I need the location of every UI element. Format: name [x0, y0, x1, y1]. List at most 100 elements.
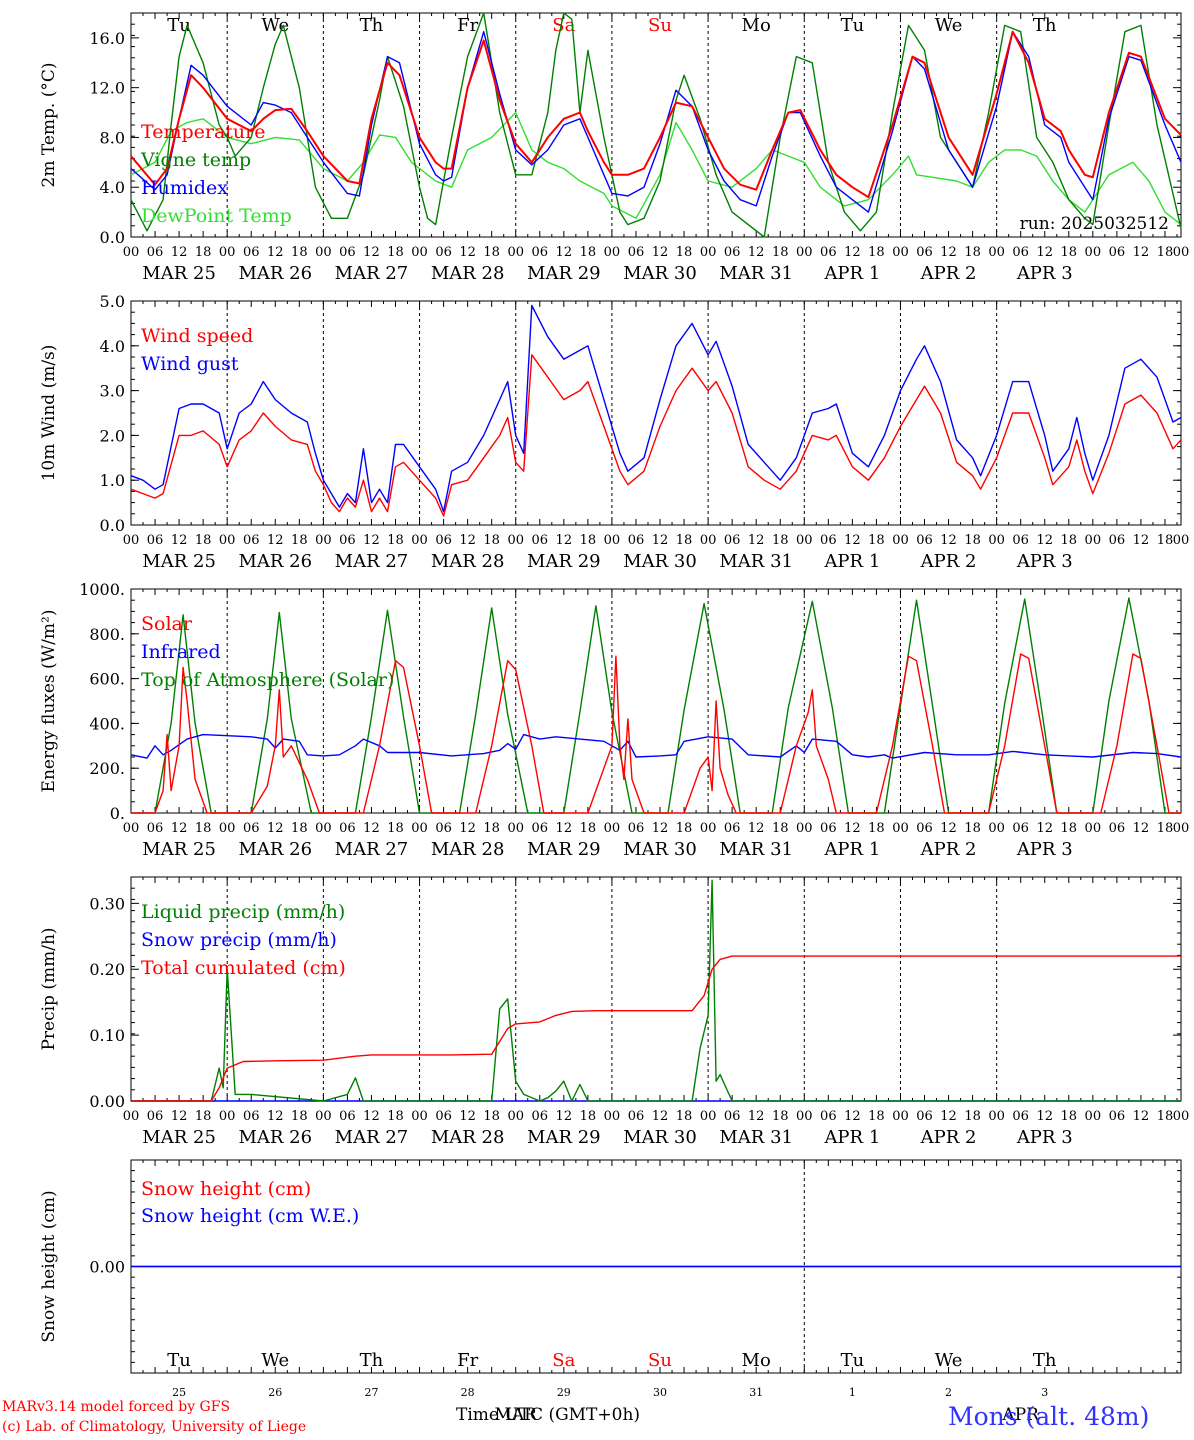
date-label: MAR 27 — [335, 551, 409, 572]
x-hour-label: 12 — [1133, 821, 1150, 836]
x-hour-label: 06 — [147, 245, 164, 260]
x-hour-label: 00 — [892, 533, 909, 548]
x-hour-label: 00 — [700, 821, 717, 836]
legend-entry: Top of Atmosphere (Solar) — [141, 669, 394, 691]
date-label: APR 3 — [1016, 551, 1073, 572]
x-hour-label: 00 — [892, 245, 909, 260]
day-name-label: Sa — [552, 1350, 575, 1371]
month-label: MAR — [494, 1405, 538, 1425]
legend-entry: Snow height (cm W.E.) — [141, 1205, 359, 1227]
x-hour-label: 12 — [844, 1109, 861, 1124]
legend-entry: Solar — [141, 613, 193, 635]
y-tick-label: 600. — [89, 670, 125, 689]
x-hour-label: 18 — [772, 533, 789, 548]
x-hour-label: 12 — [363, 1109, 380, 1124]
x-hour-label: 00 — [1085, 533, 1102, 548]
x-hour-label: 06 — [724, 821, 741, 836]
y-tick-label: 4.0 — [100, 178, 125, 197]
day-name-label: Tu — [841, 1350, 865, 1371]
x-hour-label: 00 — [988, 821, 1005, 836]
x-hour-label: 12 — [363, 821, 380, 836]
x-hour-label: 00 — [219, 533, 236, 548]
x-hour-label: 12 — [171, 1109, 188, 1124]
x-hour-label: 12 — [652, 533, 669, 548]
x-hour-label: 12 — [844, 821, 861, 836]
x-hour-label: 18 — [676, 821, 693, 836]
x-hour-label: 18 — [580, 245, 597, 260]
day-name-label: Tu — [167, 1350, 191, 1371]
x-hour-label: 12 — [844, 533, 861, 548]
y-tick-label: 0.30 — [89, 894, 125, 913]
x-hour-label: 12 — [363, 245, 380, 260]
x-hour-label: 00 — [604, 1109, 621, 1124]
x-hour-label: 06 — [435, 1109, 452, 1124]
x-hour-label: 00 — [796, 245, 813, 260]
day-name-label: Th — [1033, 15, 1057, 36]
y-tick-label: 1000. — [79, 580, 125, 599]
x-hour-label: 00 — [700, 533, 717, 548]
x-hour-label: 12 — [556, 245, 573, 260]
x-hour-label: 00 — [507, 533, 524, 548]
x-hour-label: 00 — [315, 245, 332, 260]
x-hour-label: 12 — [940, 245, 957, 260]
x-hour-label: 00 — [700, 245, 717, 260]
date-label: APR 2 — [920, 839, 977, 860]
day-number-label: 3 — [1041, 1386, 1048, 1399]
legend-entry: Snow precip (mm/h) — [141, 929, 337, 951]
y-axis-label: Energy fluxes (W/m²) — [39, 610, 59, 793]
y-tick-label: 0.00 — [89, 1092, 125, 1111]
x-hour-label: 18 — [387, 533, 404, 548]
x-hour-label: 12 — [267, 1109, 284, 1124]
x-hour-label: 00 — [411, 821, 428, 836]
day-name-label: Tu — [841, 15, 865, 36]
date-label: MAR 25 — [142, 839, 216, 860]
x-hour-label: 18 — [483, 245, 500, 260]
date-label: APR 3 — [1016, 839, 1073, 860]
x-hour-label: 12 — [267, 533, 284, 548]
x-hour-label: 18 — [1157, 1109, 1174, 1124]
x-hour-label: 00 — [411, 245, 428, 260]
y-tick-label: 16.0 — [89, 29, 125, 48]
x-hour-label: 18 — [483, 821, 500, 836]
x-hour-label: 06 — [532, 1109, 549, 1124]
x-hour-label: 00 — [123, 1109, 140, 1124]
x-hour-label: 06 — [724, 1109, 741, 1124]
date-label: MAR 27 — [335, 1127, 409, 1148]
day-name-label: Th — [360, 1350, 384, 1371]
x-hour-label: 18 — [1061, 1109, 1078, 1124]
x-hour-label: 12 — [652, 245, 669, 260]
x-hour-label: 12 — [459, 1109, 476, 1124]
x-hour-label: 06 — [147, 533, 164, 548]
x-hour-label: 12 — [1036, 821, 1053, 836]
x-hour-label: 00 — [1173, 245, 1190, 260]
x-hour-label: 00 — [219, 821, 236, 836]
x-hour-label: 18 — [772, 1109, 789, 1124]
x-hour-label: 18 — [291, 1109, 308, 1124]
y-tick-label: 5.0 — [100, 292, 125, 311]
y-axis-label: 10m Wind (m/s) — [39, 345, 59, 482]
date-label: MAR 30 — [623, 839, 697, 860]
x-hour-label: 12 — [748, 245, 765, 260]
x-hour-label: 18 — [1157, 821, 1174, 836]
x-hour-label: 12 — [171, 245, 188, 260]
y-tick-label: 0.00 — [89, 1258, 125, 1277]
x-hour-label: 18 — [676, 533, 693, 548]
y-tick-label: 0.20 — [89, 960, 125, 979]
date-label: MAR 31 — [719, 263, 793, 284]
day-number-label: 26 — [268, 1386, 282, 1399]
x-hour-label: 00 — [796, 821, 813, 836]
date-label: MAR 29 — [527, 1127, 601, 1148]
date-label: MAR 27 — [335, 839, 409, 860]
x-hour-label: 00 — [988, 1109, 1005, 1124]
x-hour-label: 18 — [1061, 821, 1078, 836]
day-number-label: 31 — [749, 1386, 763, 1399]
day-number-label: 28 — [461, 1386, 475, 1399]
x-hour-label: 00 — [988, 245, 1005, 260]
day-name-label: Th — [1033, 1350, 1057, 1371]
x-hour-label: 00 — [892, 1109, 909, 1124]
x-hour-label: 18 — [868, 245, 885, 260]
x-hour-label: 18 — [291, 821, 308, 836]
x-hour-label: 12 — [1036, 533, 1053, 548]
time-axis-title: Time UTC (GMT+0h) — [456, 1405, 641, 1425]
x-hour-label: 18 — [1061, 533, 1078, 548]
